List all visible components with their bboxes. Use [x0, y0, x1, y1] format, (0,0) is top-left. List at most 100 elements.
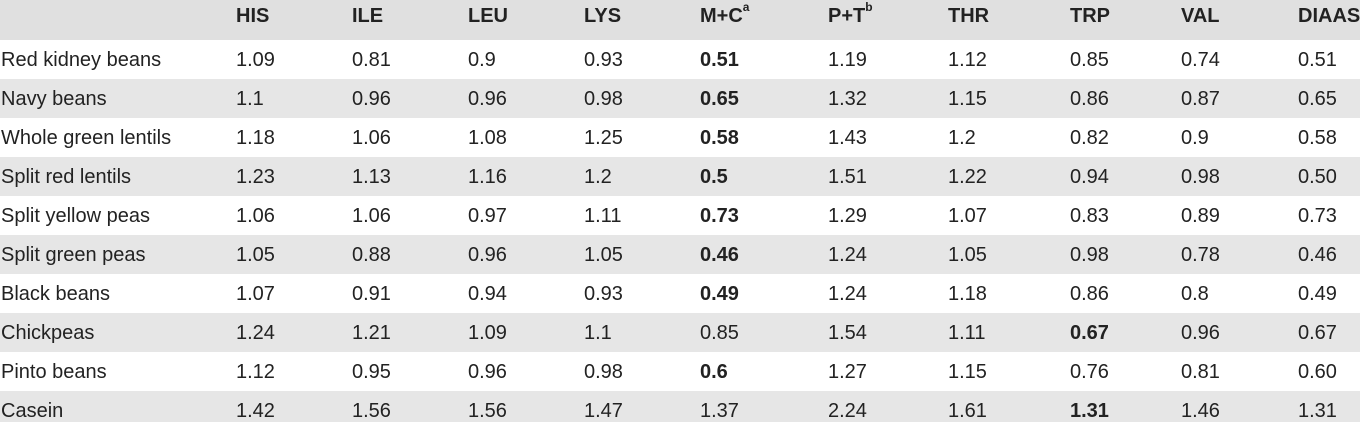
table-cell: 1.12 — [236, 361, 275, 383]
table-cell: 1.15 — [948, 361, 987, 383]
table-cell: 1.42 — [236, 400, 275, 422]
table-cell: 0.51 — [1298, 49, 1337, 71]
table-cell: 0.89 — [1181, 205, 1220, 227]
row-label: Split green peas — [1, 244, 146, 266]
table-cell: 0.78 — [1181, 244, 1220, 266]
table-row: Split green peas 1.05 0.88 0.96 1.05 0.46 1.24… — [0, 235, 1360, 274]
table-row: Split yellow peas 1.06 1.06 0.97 1.11 0.73 1.2… — [0, 196, 1360, 235]
row-label: Black beans — [1, 283, 110, 305]
table-cell: 1.12 — [948, 49, 987, 71]
table-cell: 1.09 — [236, 49, 275, 71]
table-cell: 0.81 — [352, 49, 391, 71]
table-cell: 0.96 — [352, 88, 391, 110]
table-cell: 0.58 — [700, 127, 739, 149]
row-label: Navy beans — [1, 88, 107, 110]
table-row: Split red lentils 1.23 1.13 1.16 1.2 0.5 1.51 1… — [0, 157, 1360, 196]
table-cell: 1.22 — [948, 166, 987, 188]
row-label: Red kidney beans — [1, 49, 162, 71]
table-cell: 0.58 — [1298, 127, 1337, 149]
row-label: Casein — [1, 400, 64, 422]
row-label: Whole green lentils — [1, 127, 172, 149]
table-cell: 1.43 — [828, 127, 867, 149]
table-cell: 0.97 — [468, 205, 507, 227]
table-cell: 0.98 — [584, 88, 623, 110]
table-cell: 0.96 — [468, 361, 507, 383]
table-cell: 0.87 — [1181, 88, 1220, 110]
table-cell: 0.96 — [1181, 322, 1220, 344]
table-cell: 0.67 — [1070, 322, 1109, 344]
table-cell: 0.49 — [700, 283, 739, 305]
table-cell: 1.37 — [700, 400, 739, 422]
table-cell: 1.06 — [352, 127, 391, 149]
header-row: HIS ILE LEU LYS M+Ca P+Tb THR TRP VAL DI… — [0, 0, 1360, 40]
table-cell: 0.91 — [352, 283, 391, 305]
table-cell: 0.88 — [352, 244, 391, 266]
table-cell: 0.74 — [1181, 49, 1220, 71]
table-cell: 1.06 — [352, 205, 391, 227]
table-cell: 1.05 — [584, 244, 623, 266]
table-cell: 0.60 — [1298, 361, 1337, 383]
header-thr: THR — [948, 5, 990, 27]
table-cell: 1.24 — [828, 283, 867, 305]
table-cell: 1.61 — [948, 400, 987, 422]
table-cell: 0.86 — [1070, 283, 1109, 305]
table-cell: 1.31 — [1070, 400, 1109, 422]
table-cell: 1.16 — [468, 166, 507, 188]
table-cell: 1.1 — [236, 88, 264, 110]
table-cell: 1.23 — [236, 166, 275, 188]
table-cell: 1.05 — [948, 244, 987, 266]
table-cell: 1.11 — [948, 322, 986, 344]
header-his: HIS — [236, 5, 270, 27]
header-lys: LYS — [584, 5, 622, 27]
table-row: Chickpeas 1.24 1.21 1.09 1.1 0.85 1.54 1.11 0.67… — [0, 313, 1360, 352]
table-cell: 0.96 — [468, 88, 507, 110]
table-cell: 1.13 — [352, 166, 391, 188]
table-cell: 1.2 — [584, 166, 612, 188]
table-cell: 1.07 — [236, 283, 275, 305]
header-trp: TRP — [1070, 5, 1110, 27]
table-cell: 0.8 — [1181, 283, 1209, 305]
table-cell: 0.98 — [1070, 244, 1109, 266]
table-cell: 1.19 — [828, 49, 867, 71]
table-row: Red kidney beans 1.09 0.81 0.9 0.93 0.51 1.19 1… — [0, 40, 1360, 79]
header-val: VAL — [1181, 5, 1220, 27]
table-row: Casein 1.42 1.56 1.56 1.47 1.37 2.24 1.61 1.31 1.… — [0, 391, 1360, 422]
table-cell: 0.85 — [700, 322, 739, 344]
table-cell: 1.15 — [948, 88, 987, 110]
table-cell: 0.65 — [700, 88, 739, 110]
table-cell: 1.46 — [1181, 400, 1220, 422]
row-label: Split yellow peas — [1, 205, 150, 227]
row-label: Split red lentils — [1, 166, 132, 188]
table-row: Pinto beans 1.12 0.95 0.96 0.98 0.6 1.27 1.15 0.… — [0, 352, 1360, 391]
table-cell: 0.93 — [584, 283, 623, 305]
table-cell: 1.06 — [236, 205, 275, 227]
table-cell: 1.11 — [584, 205, 622, 227]
table-cell: 0.51 — [700, 49, 739, 71]
table-cell: 0.93 — [584, 49, 623, 71]
table-cell: 1.54 — [828, 322, 867, 344]
table-cell: 0.85 — [1070, 49, 1109, 71]
table-cell: 2.24 — [828, 400, 867, 422]
table-cell: 0.73 — [1298, 205, 1337, 227]
table-cell: 1.05 — [236, 244, 275, 266]
table-cell: 0.9 — [1181, 127, 1209, 149]
table-row: Navy beans 1.1 0.96 0.96 0.98 0.65 1.32 1.15 0.8… — [0, 79, 1360, 118]
table-cell: 1.08 — [468, 127, 507, 149]
header-mc-label: M+C — [700, 5, 743, 27]
row-label: Pinto beans — [1, 361, 107, 383]
table-row: Whole green lentils 1.18 1.06 1.08 1.25 0.58 1… — [0, 118, 1360, 157]
header-pt-footnote: b — [865, 0, 873, 15]
table-cell: 1.51 — [828, 166, 867, 188]
table-cell: 0.46 — [700, 244, 739, 266]
table-cell: 0.46 — [1298, 244, 1337, 266]
header-pt: P+Tb — [828, 0, 873, 40]
table-cell: 1.07 — [948, 205, 987, 227]
table-cell: 1.31 — [1298, 400, 1337, 422]
table-cell: 1.25 — [584, 127, 623, 149]
table-cell: 0.65 — [1298, 88, 1337, 110]
table-cell: 1.56 — [352, 400, 391, 422]
table-cell: 1.56 — [468, 400, 507, 422]
table-cell: 1.18 — [236, 127, 275, 149]
header-pt-label: P+T — [828, 5, 866, 27]
